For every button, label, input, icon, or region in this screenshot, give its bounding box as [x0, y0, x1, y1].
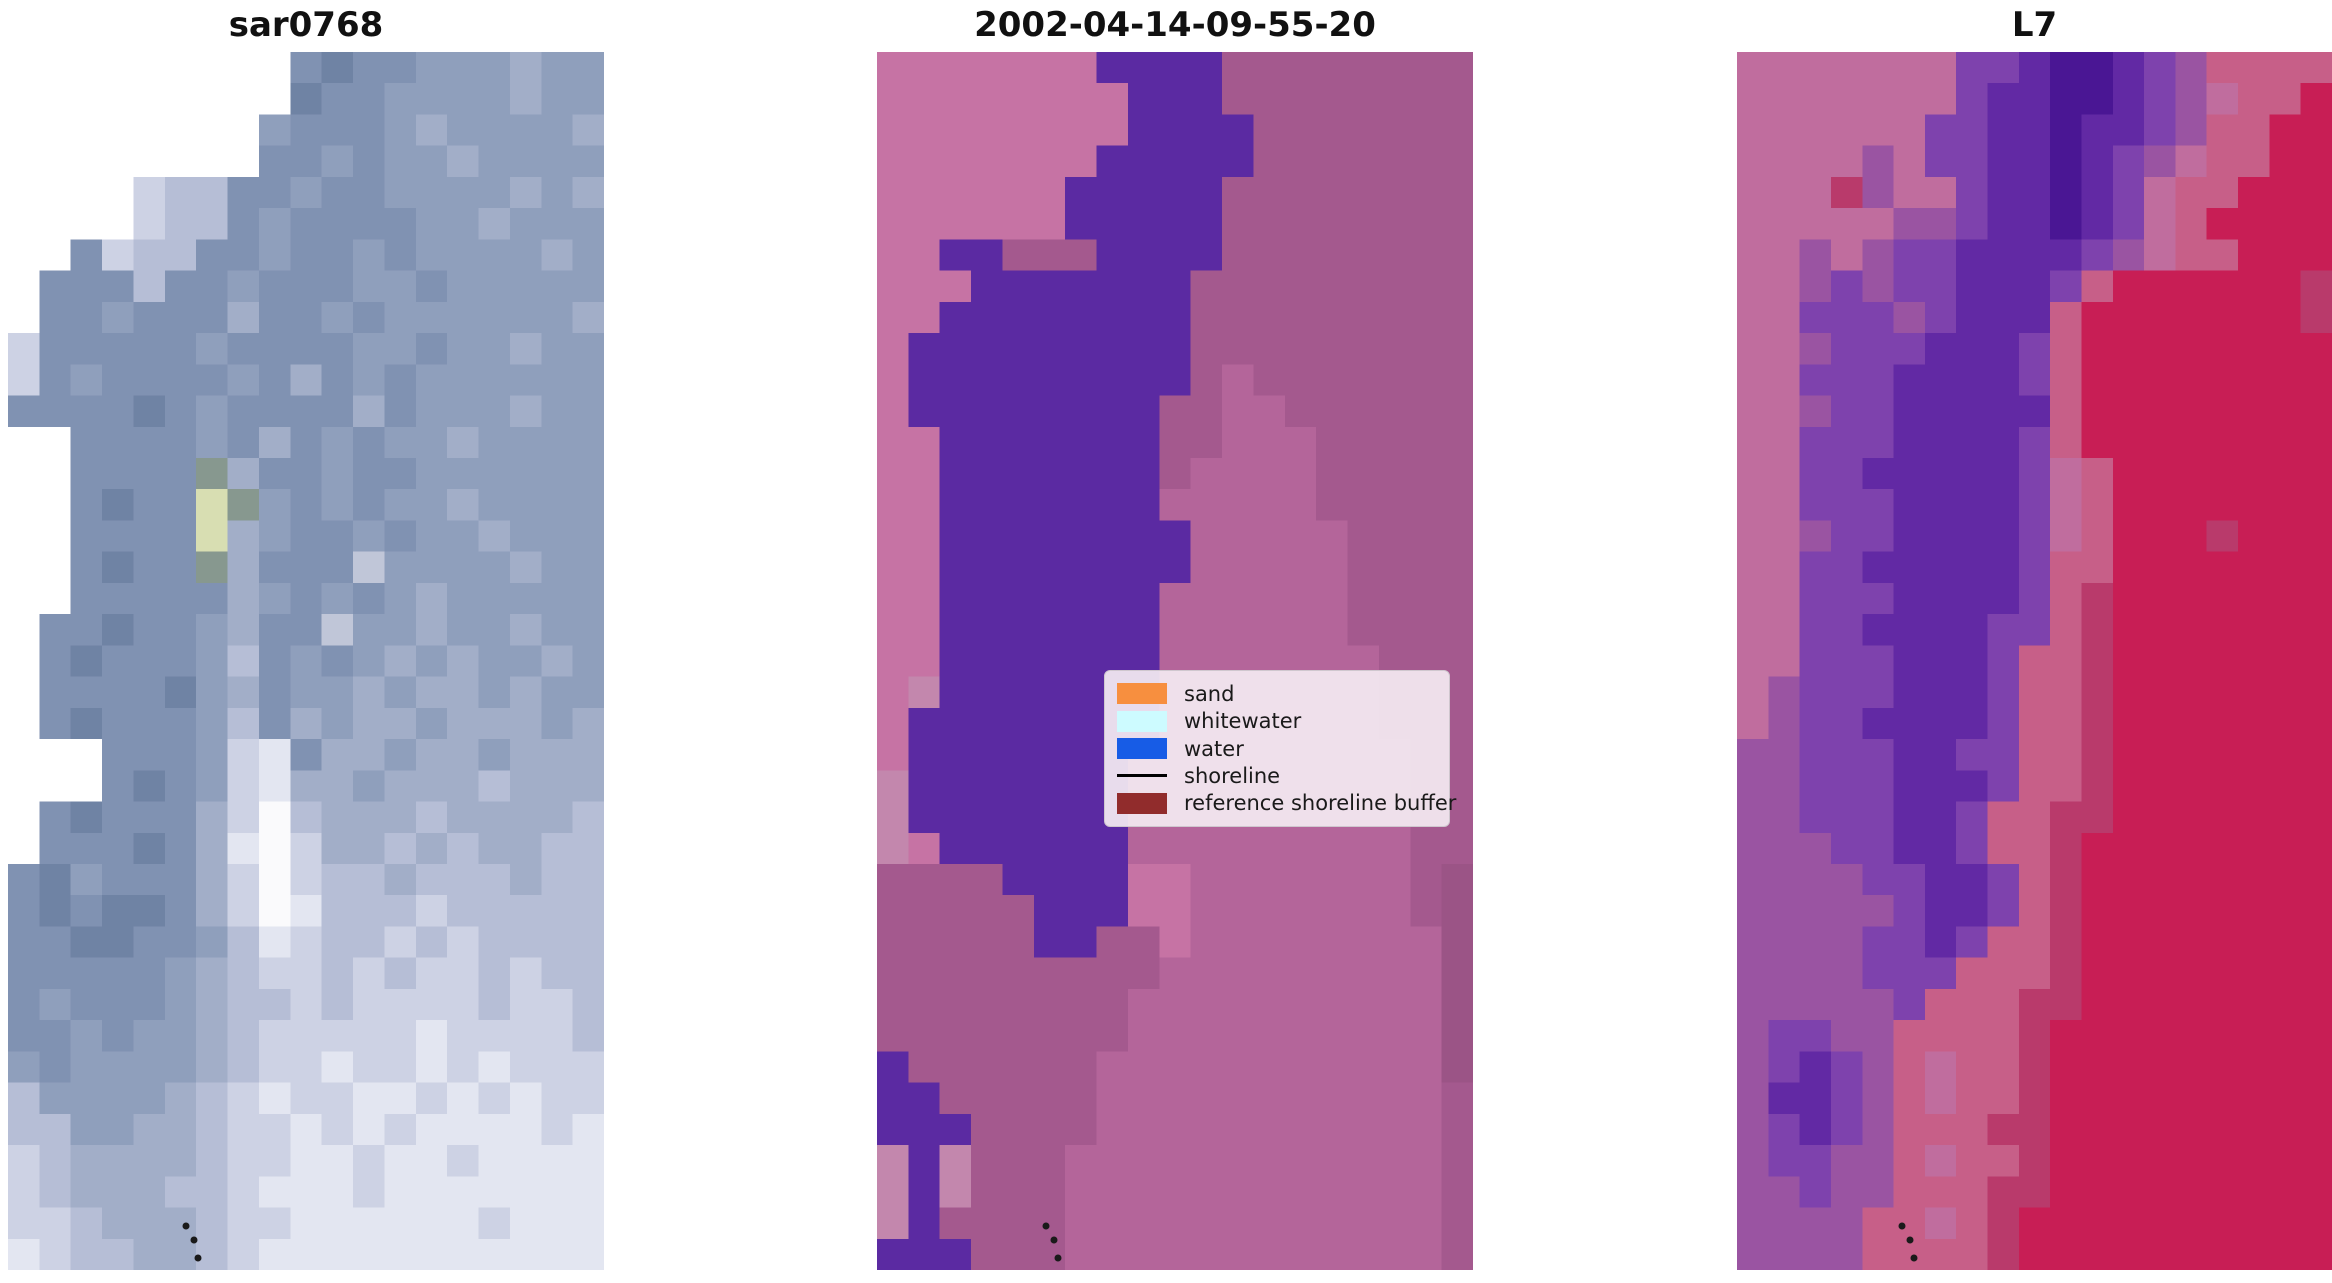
shoreline-dot — [1910, 1254, 1918, 1262]
legend-color-swatch — [1117, 738, 1167, 760]
shoreline-dot — [1050, 1236, 1058, 1244]
panel-title-classification: 2002-04-14-09-55-20 — [974, 5, 1376, 45]
sar-image-panel — [8, 52, 604, 1270]
shoreline-dot — [1042, 1222, 1050, 1230]
shoreline-dot — [1054, 1254, 1062, 1262]
legend-item-reference-shoreline-buffer: reference shoreline buffer — [1117, 790, 1456, 817]
legend-item-water: water — [1117, 735, 1435, 762]
legend-color-swatch — [1117, 710, 1167, 732]
legend-label: sand — [1184, 681, 1235, 706]
l7-image — [1737, 52, 2332, 1270]
legend-color-swatch — [1117, 792, 1167, 814]
legend-item-whitewater: whitewater — [1117, 707, 1435, 734]
legend-label: whitewater — [1184, 709, 1302, 734]
legend-label: shoreline — [1184, 763, 1281, 788]
shoreline-dot — [194, 1254, 202, 1262]
legend-line-swatch — [1117, 774, 1167, 778]
classification-image — [877, 52, 1473, 1270]
legend-item-sand: sand — [1117, 680, 1435, 707]
shoreline-dot — [1898, 1222, 1906, 1230]
shoreline-dot — [190, 1236, 198, 1244]
legend-label: reference shoreline buffer — [1184, 791, 1457, 816]
legend-label: water — [1184, 736, 1244, 761]
shoreline-dot — [182, 1222, 190, 1230]
shoreline-dot — [1906, 1236, 1914, 1244]
panel-title-sar: sar0768 — [228, 5, 384, 45]
classification-image-panel: sand whitewater water shoreline reference sh… — [877, 52, 1473, 1270]
panel-title-l7: L7 — [2011, 5, 2058, 45]
legend: sand whitewater water shoreline reference sh… — [1104, 670, 1456, 827]
sar-image — [8, 52, 604, 1270]
legend-color-swatch — [1117, 683, 1167, 705]
l7-image-panel — [1737, 52, 2332, 1270]
legend-item-shoreline: shoreline — [1117, 762, 1435, 789]
